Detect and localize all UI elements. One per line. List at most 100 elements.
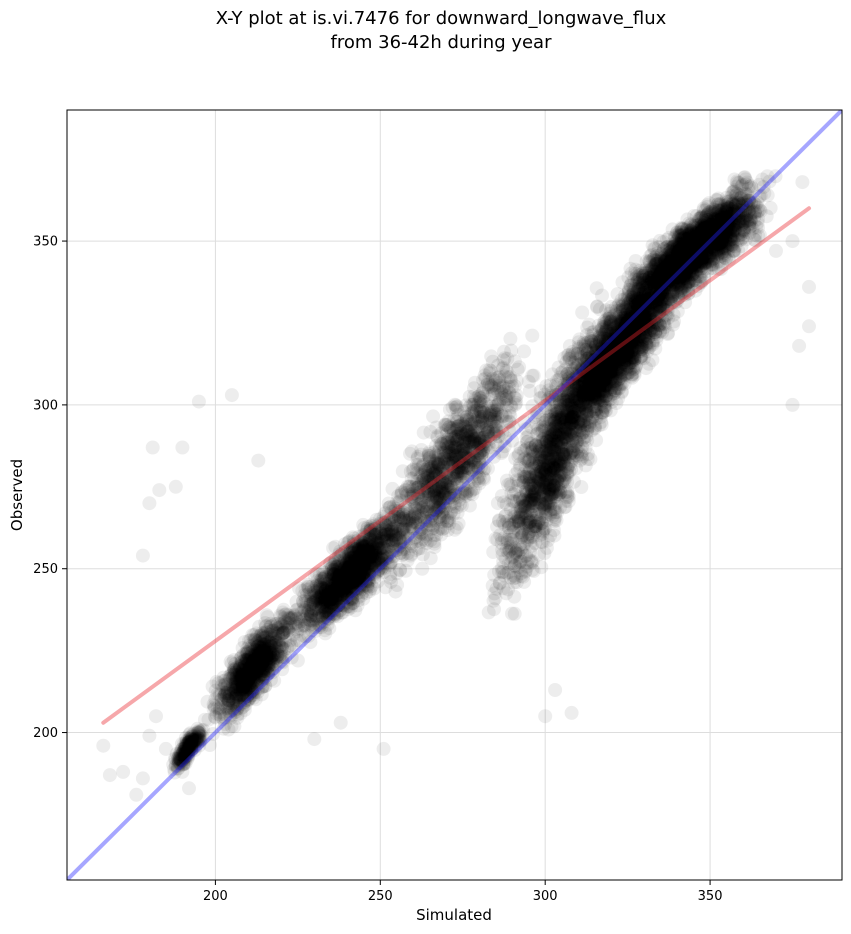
data-point bbox=[167, 765, 182, 780]
data-point bbox=[254, 653, 269, 668]
data-point bbox=[255, 628, 270, 643]
data-point bbox=[242, 671, 257, 686]
data-point bbox=[229, 674, 244, 689]
data-point bbox=[193, 734, 208, 748]
data-point bbox=[258, 630, 273, 645]
data-point bbox=[256, 626, 271, 641]
data-point bbox=[253, 639, 268, 654]
data-point bbox=[497, 344, 511, 359]
data-point bbox=[237, 688, 252, 703]
data-point bbox=[174, 742, 189, 757]
data-point bbox=[220, 677, 235, 692]
data-point bbox=[180, 742, 194, 757]
data-point bbox=[219, 701, 234, 716]
data-point bbox=[192, 727, 206, 742]
data-point bbox=[249, 674, 264, 689]
data-point bbox=[234, 682, 249, 697]
data-point bbox=[233, 651, 248, 666]
data-point bbox=[182, 734, 197, 749]
data-point bbox=[191, 731, 206, 746]
data-point bbox=[256, 663, 271, 678]
data-point bbox=[255, 639, 270, 654]
data-point bbox=[271, 637, 286, 652]
data-point bbox=[257, 637, 272, 652]
data-point bbox=[245, 628, 260, 643]
data-point bbox=[253, 636, 268, 651]
chart-subtitle: from 36-42h during year bbox=[331, 32, 553, 53]
data-point bbox=[188, 739, 203, 754]
data-point bbox=[265, 657, 280, 672]
data-point bbox=[214, 709, 228, 724]
data-point bbox=[168, 759, 183, 774]
data-point bbox=[220, 685, 235, 700]
data-point bbox=[236, 681, 250, 696]
data-point bbox=[180, 742, 194, 757]
data-point bbox=[252, 670, 267, 685]
data-point bbox=[185, 728, 199, 743]
data-point bbox=[251, 645, 266, 660]
data-point bbox=[244, 658, 259, 673]
data-point bbox=[221, 692, 236, 707]
data-point bbox=[264, 652, 279, 667]
data-point bbox=[245, 644, 260, 659]
data-point bbox=[213, 700, 228, 715]
data-point bbox=[255, 661, 270, 676]
data-point bbox=[172, 752, 187, 767]
data-point bbox=[257, 647, 272, 662]
data-point bbox=[173, 753, 188, 768]
data-point bbox=[252, 668, 267, 683]
data-point bbox=[223, 710, 238, 725]
data-point bbox=[235, 661, 250, 676]
data-point bbox=[240, 678, 255, 693]
data-point bbox=[193, 729, 208, 744]
data-point bbox=[247, 647, 262, 662]
data-point bbox=[172, 752, 187, 766]
data-point bbox=[187, 743, 202, 758]
data-point bbox=[263, 638, 278, 653]
data-point bbox=[220, 683, 235, 698]
data-point bbox=[182, 727, 197, 742]
data-point bbox=[263, 658, 278, 673]
data-point bbox=[224, 686, 239, 701]
data-point bbox=[263, 649, 278, 664]
data-point bbox=[242, 638, 257, 653]
data-point bbox=[249, 640, 264, 655]
data-point bbox=[241, 666, 256, 681]
data-point bbox=[510, 463, 525, 478]
data-point bbox=[181, 743, 196, 757]
data-point bbox=[247, 670, 262, 685]
data-point bbox=[258, 625, 273, 640]
data-point bbox=[241, 670, 256, 685]
data-point bbox=[263, 630, 278, 645]
data-point bbox=[213, 688, 228, 703]
data-point bbox=[223, 708, 237, 723]
data-point bbox=[345, 550, 359, 565]
data-point bbox=[233, 682, 248, 697]
data-point bbox=[184, 741, 199, 756]
data-point bbox=[208, 692, 223, 707]
data-point bbox=[217, 688, 232, 703]
data-point bbox=[174, 747, 189, 762]
data-point bbox=[259, 649, 274, 664]
data-point bbox=[252, 664, 267, 679]
data-point bbox=[264, 623, 279, 638]
data-point bbox=[234, 663, 249, 678]
data-point bbox=[259, 664, 274, 679]
data-point bbox=[255, 629, 270, 644]
data-point bbox=[247, 653, 262, 667]
data-point bbox=[247, 660, 262, 675]
data-point bbox=[243, 674, 258, 689]
data-point bbox=[168, 758, 183, 772]
data-point bbox=[217, 692, 232, 707]
data-point bbox=[526, 368, 541, 383]
data-point bbox=[232, 665, 247, 680]
data-point bbox=[181, 743, 196, 758]
data-point bbox=[183, 726, 198, 741]
data-point bbox=[186, 732, 201, 747]
data-point bbox=[273, 608, 288, 623]
data-point bbox=[271, 626, 286, 641]
data-point bbox=[190, 733, 205, 747]
data-point bbox=[181, 739, 196, 753]
data-point bbox=[232, 672, 247, 687]
data-point bbox=[511, 449, 526, 464]
